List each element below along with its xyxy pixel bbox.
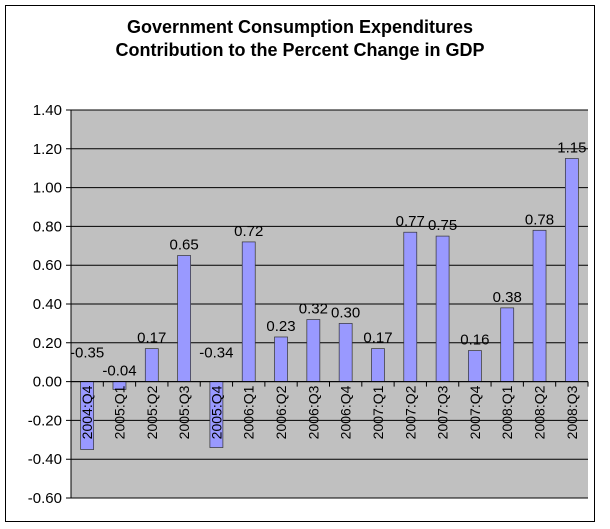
bar xyxy=(177,255,191,382)
y-tick-label: -0.60 xyxy=(28,490,62,507)
data-label: 0.65 xyxy=(169,237,198,254)
data-label: 0.78 xyxy=(525,211,554,228)
bar xyxy=(241,241,256,382)
y-tick-label: 0.80 xyxy=(33,218,62,235)
x-tick-label: 2005:Q1 xyxy=(111,385,127,439)
x-tick-label: 2006:Q2 xyxy=(273,385,289,439)
data-label: 0.38 xyxy=(493,289,522,306)
bar xyxy=(371,348,385,382)
data-label: 0.75 xyxy=(428,217,457,234)
data-label: -0.35 xyxy=(70,345,104,362)
x-tick-label: 2007:Q3 xyxy=(435,385,451,439)
y-tick-label: 1.40 xyxy=(33,102,62,119)
chart-title: Government Consumption Expenditures Cont… xyxy=(0,16,600,62)
y-tick-label: 0.40 xyxy=(33,296,62,313)
x-tick-label: 2006:Q1 xyxy=(241,385,257,439)
x-tick-label: 2007:Q2 xyxy=(402,385,418,439)
x-tick-label: 2005:Q3 xyxy=(176,385,192,439)
x-tick-label: 2007:Q1 xyxy=(370,385,386,439)
data-label: 0.32 xyxy=(299,301,328,318)
bar xyxy=(468,350,482,382)
x-tick-label: 2006:Q3 xyxy=(305,385,321,439)
chart-frame xyxy=(5,5,595,522)
y-tick-label: 0.20 xyxy=(33,335,62,352)
data-label: 0.77 xyxy=(396,213,425,230)
data-label: 1.15 xyxy=(557,140,586,157)
bar xyxy=(532,229,547,382)
bar xyxy=(500,307,515,382)
x-tick-label: 2008:Q1 xyxy=(499,385,515,439)
data-label: 0.23 xyxy=(266,318,295,335)
data-label: -0.34 xyxy=(199,345,233,362)
x-tick-label: 2005:Q2 xyxy=(144,385,160,439)
y-tick-label: -0.20 xyxy=(28,412,62,429)
bar xyxy=(564,158,579,382)
bar xyxy=(338,323,353,382)
bar xyxy=(274,336,288,382)
data-label: -0.04 xyxy=(102,363,136,380)
x-tick-label: 2006:Q4 xyxy=(338,385,354,439)
bar xyxy=(144,348,159,382)
x-tick-label: 2008:Q3 xyxy=(564,385,580,439)
x-tick-label: 2008:Q2 xyxy=(532,385,548,439)
y-tick-label: -0.40 xyxy=(28,451,62,468)
x-tick-label: 2007:Q4 xyxy=(467,385,483,439)
data-label: 0.72 xyxy=(234,223,263,240)
y-tick-label: 0.60 xyxy=(33,257,62,274)
y-tick-label: 1.00 xyxy=(33,180,62,197)
x-tick-label: 2005:Q4 xyxy=(208,385,224,439)
bar xyxy=(403,231,418,382)
bar xyxy=(435,235,450,382)
bar xyxy=(306,319,321,382)
chart-title-line-2: Contribution to the Percent Change in GD… xyxy=(115,40,485,60)
data-label: 0.30 xyxy=(331,304,360,321)
y-tick-label: 0.00 xyxy=(33,374,62,391)
y-tick-label: 1.20 xyxy=(33,141,62,158)
chart-title-line-1: Government Consumption Expenditures xyxy=(126,17,474,37)
data-label: 0.17 xyxy=(137,330,166,347)
data-label: 0.16 xyxy=(460,332,489,349)
data-label: 0.17 xyxy=(363,330,392,347)
x-tick-label: 2004:Q4 xyxy=(79,385,95,439)
